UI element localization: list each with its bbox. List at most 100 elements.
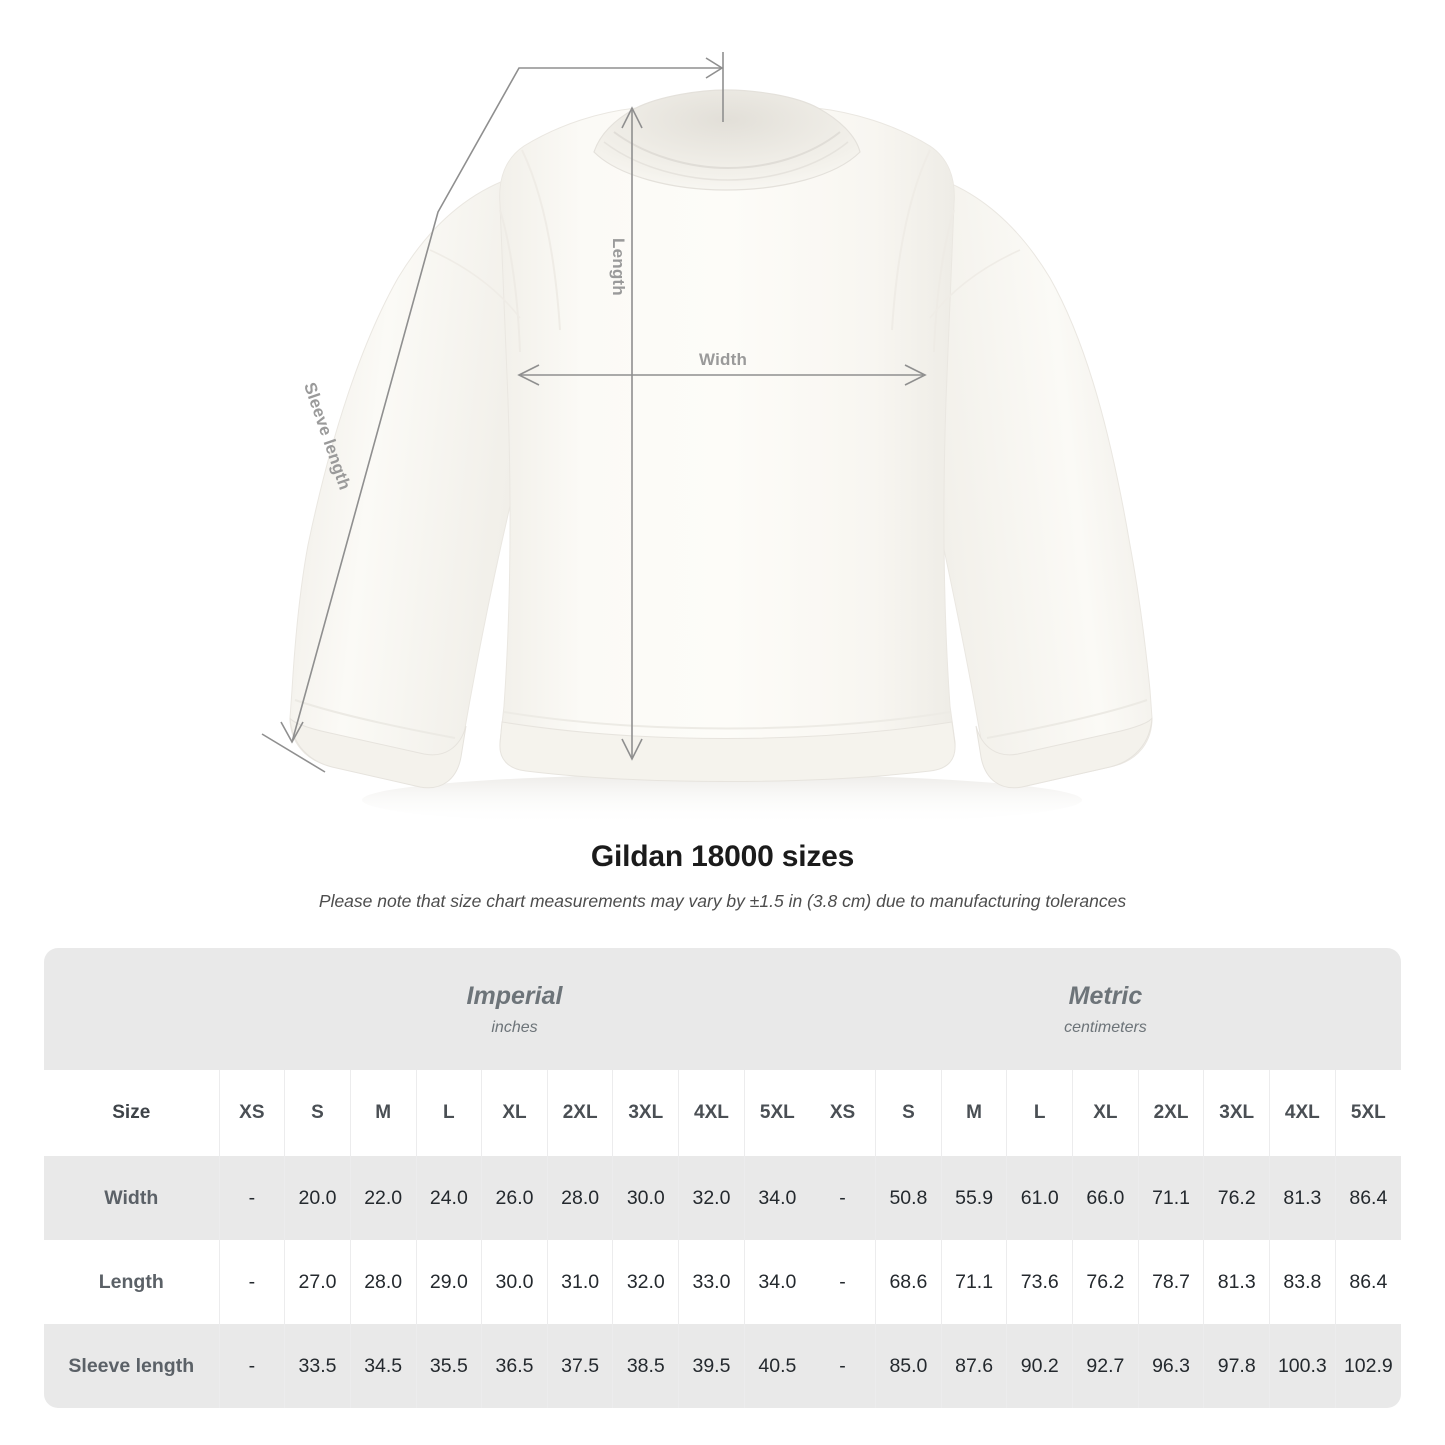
cell-sleeve-length-metric-xs: - (809, 1324, 876, 1408)
cell-length-imperial-4xl: 33.0 (678, 1240, 745, 1324)
size-header-imperial-s: S (284, 1070, 351, 1156)
cell-width-imperial-s: 20.0 (284, 1156, 351, 1240)
cell-length-imperial-s: 27.0 (284, 1240, 351, 1324)
cell-sleeve-length-metric-m: 87.6 (940, 1324, 1007, 1408)
size-header-imperial-xs: XS (218, 1070, 285, 1156)
tolerance-note: Please note that size chart measurements… (318, 891, 1127, 911)
cell-length-metric-s: 68.6 (875, 1240, 942, 1324)
unit-header-metric: Metric centimeters (809, 948, 1401, 1070)
cell-sleeve-length-metric-l: 90.2 (1006, 1324, 1073, 1408)
cell-sleeve-length-imperial-xs: - (218, 1324, 285, 1408)
table-row: Length -27.0 28.0 29.0 30.0 31.0 32.0 33.0 34.0-… (44, 1240, 1401, 1324)
cell-length-metric-xs: - (809, 1240, 876, 1324)
cell-width-imperial-xl: 26.0 (481, 1156, 548, 1240)
width-line (517, 364, 927, 386)
cell-sleeve-length-imperial-m: 34.5 (349, 1324, 416, 1408)
garment-illustration: Length Width Sleeve length (261, 52, 1153, 826)
cell-sleeve-length-imperial-5xl: 40.5 (743, 1324, 810, 1408)
cell-sleeve-length-imperial-l: 35.5 (415, 1324, 482, 1408)
size-header-row: Size XS S M L XL 2XL 3XL 4XL 5XL XS S M L XL 2XL 3XL 4XL 5… (44, 1070, 1401, 1156)
cell-sleeve-length-imperial-3xl: 38.5 (612, 1324, 679, 1408)
row-label-sleeve-length: Sleeve length (44, 1324, 220, 1408)
cell-length-imperial-5xl: 34.0 (743, 1240, 810, 1324)
unit-subtitle: inches (491, 1018, 538, 1036)
size-header-metric-xl: XL (1072, 1070, 1139, 1156)
size-header-imperial-4xl: 4XL (678, 1070, 745, 1156)
cell-length-metric-3xl: 81.3 (1203, 1240, 1270, 1324)
cell-width-metric-m: 55.9 (940, 1156, 1007, 1240)
table-row: Width -20.0 22.0 24.0 26.0 28.0 30.0 32.0 34.0-5… (44, 1156, 1401, 1240)
row-label-width: Width (44, 1156, 220, 1240)
cell-width-metric-4xl: 81.3 (1269, 1156, 1336, 1240)
cell-width-metric-s: 50.8 (875, 1156, 942, 1240)
cell-length-metric-xl: 76.2 (1072, 1240, 1139, 1324)
size-header-imperial-5xl: 5XL (743, 1070, 810, 1156)
title-block: Gildan 18000 sizes Please note that size… (0, 840, 1445, 912)
cell-sleeve-length-imperial-4xl: 39.5 (678, 1324, 745, 1408)
size-header-imperial-m: M (349, 1070, 416, 1156)
unit-name: Metric (1068, 982, 1143, 1011)
cell-width-metric-2xl: 71.1 (1137, 1156, 1204, 1240)
size-header-imperial-2xl: 2XL (546, 1070, 613, 1156)
size-header-metric-3xl: 3XL (1203, 1070, 1270, 1156)
page-title: Gildan 18000 sizes (590, 840, 855, 873)
size-header-metric-l: L (1006, 1070, 1073, 1156)
cell-width-imperial-3xl: 30.0 (612, 1156, 679, 1240)
cell-width-imperial-l: 24.0 (415, 1156, 482, 1240)
unit-row-spacer (44, 948, 220, 1070)
cell-sleeve-length-metric-5xl: 102.9 (1334, 1324, 1401, 1408)
size-column-header: Size (44, 1070, 220, 1156)
cell-width-imperial-5xl: 34.0 (743, 1156, 810, 1240)
cell-length-metric-5xl: 86.4 (1334, 1240, 1401, 1324)
size-header-imperial-3xl: 3XL (612, 1070, 679, 1156)
cell-sleeve-length-imperial-2xl: 37.5 (546, 1324, 613, 1408)
unit-name: Imperial (466, 982, 563, 1011)
row-label-length: Length (44, 1240, 220, 1324)
cell-length-metric-m: 71.1 (940, 1240, 1007, 1324)
cell-width-imperial-m: 22.0 (349, 1156, 416, 1240)
cell-width-imperial-2xl: 28.0 (546, 1156, 613, 1240)
cell-width-metric-xs: - (809, 1156, 876, 1240)
sleeve-length-line (261, 52, 724, 773)
size-header-metric-2xl: 2XL (1137, 1070, 1204, 1156)
unit-banner-row: Imperial inches Metric centimeters (44, 948, 1401, 1070)
sweatshirt-photo (289, 89, 1153, 826)
cell-width-imperial-4xl: 32.0 (678, 1156, 745, 1240)
cell-sleeve-length-imperial-xl: 36.5 (481, 1324, 548, 1408)
cell-width-metric-xl: 66.0 (1072, 1156, 1139, 1240)
cell-sleeve-length-metric-xl: 92.7 (1072, 1324, 1139, 1408)
cell-length-imperial-3xl: 32.0 (612, 1240, 679, 1324)
size-header-imperial-xl: XL (481, 1070, 548, 1156)
size-chart-table-wrapper: Imperial inches Metric centimeters Size XS S M L… (44, 948, 1401, 1408)
measurement-lines (261, 52, 927, 773)
width-measure-label: Width (699, 350, 748, 369)
cell-sleeve-length-metric-4xl: 100.3 (1269, 1324, 1336, 1408)
unit-subtitle: centimeters (1064, 1018, 1147, 1036)
length-measure-label: Length (609, 238, 628, 296)
cell-sleeve-length-metric-s: 85.0 (875, 1324, 942, 1408)
cell-length-imperial-2xl: 31.0 (546, 1240, 613, 1324)
size-header-metric-m: M (940, 1070, 1007, 1156)
table-row: Sleeve length -33.5 34.5 35.5 36.5 37.5 38.5 39… (44, 1324, 1401, 1408)
cell-length-imperial-xs: - (218, 1240, 285, 1324)
cell-width-metric-5xl: 86.4 (1334, 1156, 1401, 1240)
cell-length-imperial-l: 29.0 (415, 1240, 482, 1324)
size-header-metric-s: S (875, 1070, 942, 1156)
cell-length-metric-l: 73.6 (1006, 1240, 1073, 1324)
cell-sleeve-length-metric-3xl: 97.8 (1203, 1324, 1270, 1408)
cell-length-imperial-xl: 30.0 (481, 1240, 548, 1324)
cell-length-metric-2xl: 78.7 (1137, 1240, 1204, 1324)
cell-length-imperial-m: 28.0 (349, 1240, 416, 1324)
cell-width-imperial-xs: - (218, 1156, 285, 1240)
size-header-imperial-l: L (415, 1070, 482, 1156)
cell-length-metric-4xl: 83.8 (1269, 1240, 1336, 1324)
size-chart-table: Imperial inches Metric centimeters Size XS S M L… (44, 948, 1401, 1408)
size-header-metric-5xl: 5XL (1334, 1070, 1401, 1156)
cell-sleeve-length-imperial-s: 33.5 (284, 1324, 351, 1408)
size-header-metric-xs: XS (809, 1070, 876, 1156)
length-line (621, 106, 643, 761)
cell-width-metric-l: 61.0 (1006, 1156, 1073, 1240)
size-header-metric-4xl: 4XL (1269, 1070, 1336, 1156)
cell-width-metric-3xl: 76.2 (1203, 1156, 1270, 1240)
